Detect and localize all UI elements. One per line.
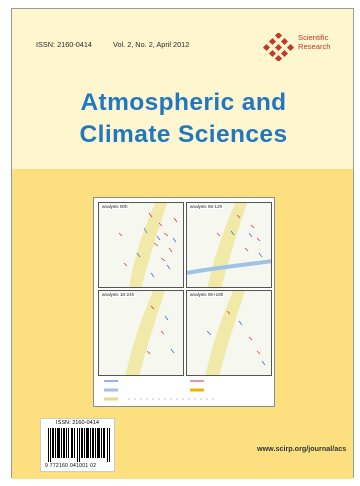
cover: ISSN: 2160-0414 Vol. 2, No. 2, April 201… — [11, 8, 355, 479]
volume-info: Vol. 2, No. 2, April 2012 — [113, 40, 190, 49]
journal-title-line2: Climate Sciences — [79, 121, 288, 148]
publisher-logo-icon — [263, 33, 295, 61]
map-panel-2-image — [187, 203, 271, 287]
header-band — [12, 9, 353, 169]
journal-title-line1: Atmospheric and — [80, 89, 287, 116]
issn-text: ISSN: 2160-0414 — [36, 40, 92, 49]
cover-figure: analysis 00h analysis 06-12h — [93, 197, 275, 407]
publisher-name-line2: Research — [298, 42, 331, 51]
barcode: ISSN: 2160-0414 9 7 — [40, 418, 115, 472]
figure-legend — [104, 380, 218, 401]
panel-label: analysis 06+18h — [189, 292, 225, 297]
map-panel-4-image — [187, 291, 271, 375]
journal-url[interactable]: www.scirp.org/journal/acs — [257, 444, 347, 453]
panel-label: analysis 00h — [101, 204, 129, 209]
panel-label: analysis 18-24h — [101, 292, 136, 297]
map-panel-4: analysis 06+18h — [186, 290, 272, 376]
map-panel-1: analysis 00h — [98, 202, 184, 288]
publisher-name: Scientific Research — [298, 33, 331, 51]
map-panel-2: analysis 06-12h — [186, 202, 272, 288]
map-panel-1-image — [99, 203, 183, 287]
barcode-issn-label: ISSN: 2160-0414 — [56, 420, 99, 426]
barcode-digits: 9 772160 041001 02 — [45, 463, 97, 469]
panel-label: analysis 06-12h — [189, 204, 224, 209]
journal-title: Atmospheric and Climate Sciences — [12, 87, 355, 151]
map-panel-3: analysis 18-24h — [98, 290, 184, 376]
publisher-name-line1: Scientific — [298, 33, 329, 42]
barcode-bars-icon — [48, 428, 110, 462]
map-panel-3-image — [99, 291, 183, 375]
